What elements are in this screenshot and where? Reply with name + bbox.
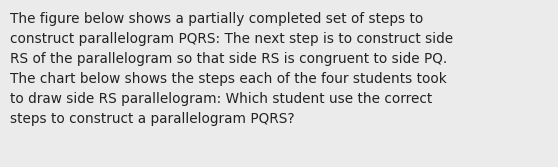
Text: The figure below shows a partially completed set of steps to
construct parallelo: The figure below shows a partially compl… xyxy=(10,12,453,126)
